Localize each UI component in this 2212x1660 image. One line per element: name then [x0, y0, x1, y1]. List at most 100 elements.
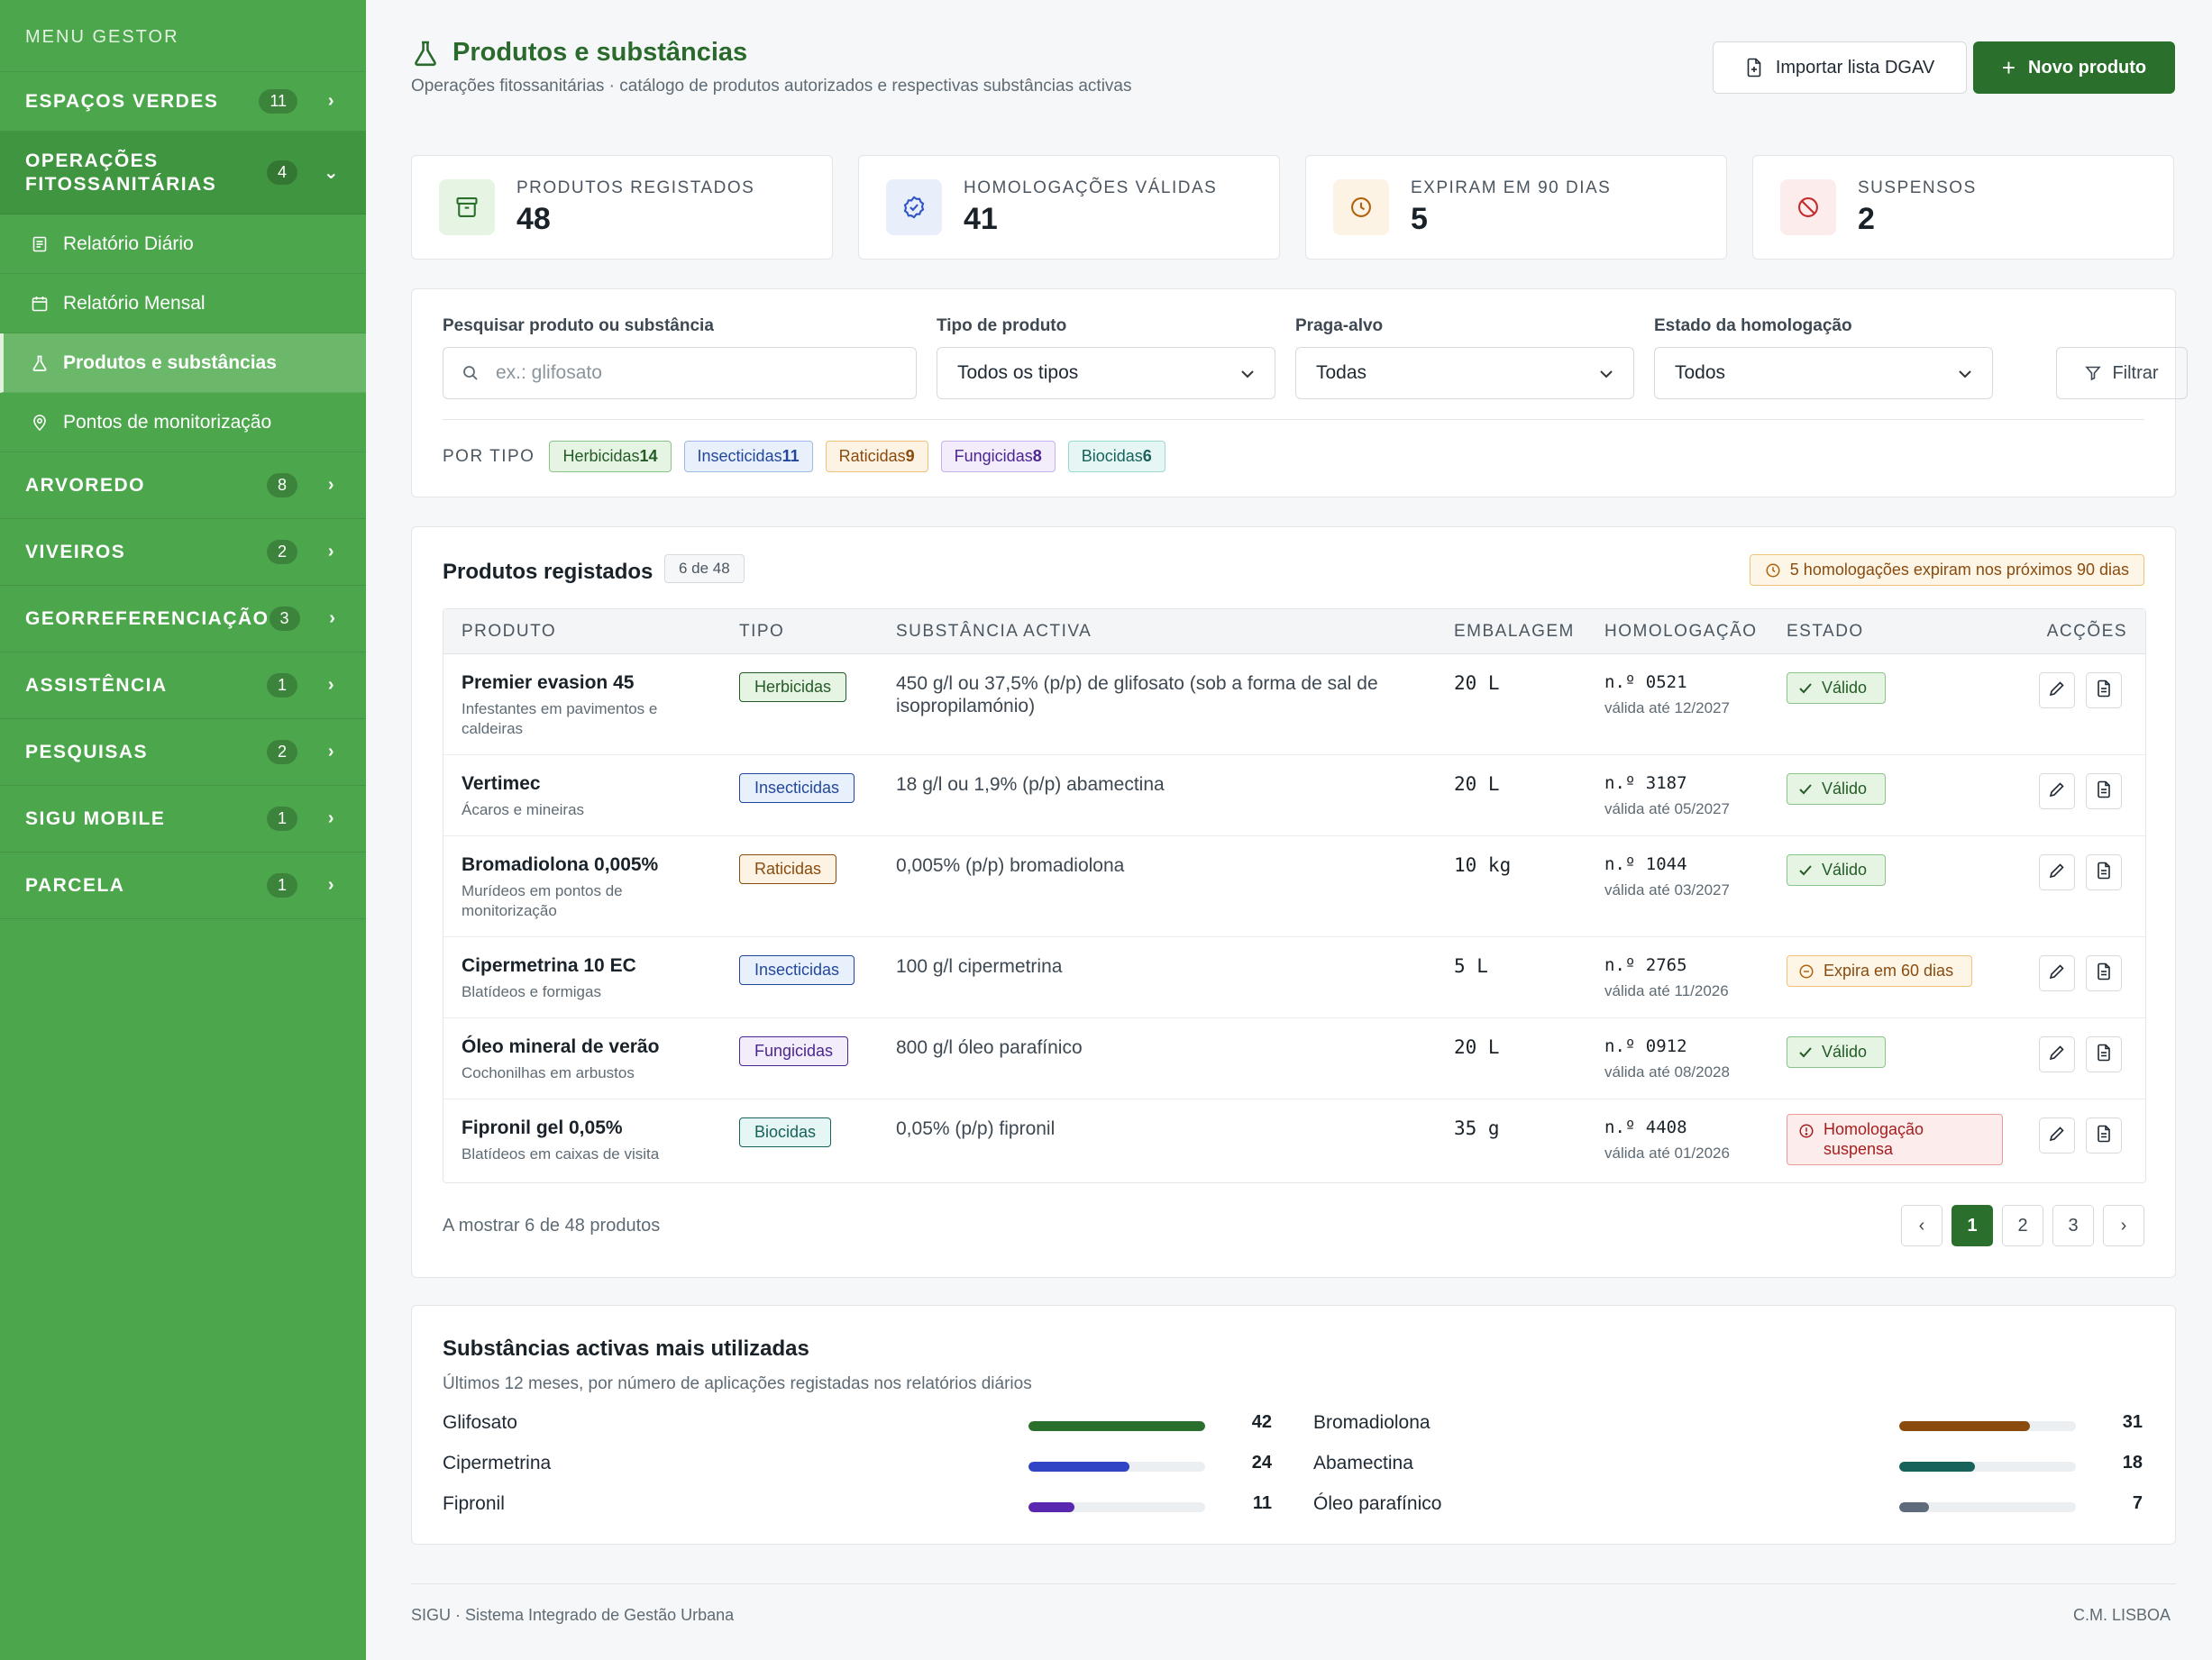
type-tag: Insecticidas: [739, 955, 855, 985]
table-row: Cipermetrina 10 EC Blatídeos e formigas …: [443, 937, 2145, 1018]
sidebar-header: MENU GESTOR: [0, 0, 366, 72]
pest-filter-label: Praga-alvo: [1295, 316, 1384, 335]
check-icon: [1798, 783, 1813, 796]
edit-button[interactable]: [2039, 955, 2075, 991]
document-button[interactable]: [2086, 854, 2122, 890]
sidebar-item-sigu-mobile[interactable]: SIGU MOBILE 1 ›: [0, 786, 366, 853]
substance-row: Glifosato 42: [443, 1407, 1272, 1443]
substance-value: 11: [1252, 1493, 1272, 1513]
chip-label: Fungicidas: [954, 447, 1033, 465]
chip-count: 14: [639, 447, 658, 465]
expiry-alert-badge: 5 homologações expiram nos próximos 90 d…: [1749, 554, 2144, 586]
filter-button[interactable]: Filtrar: [2056, 347, 2188, 399]
sidebar-subitem-produtos-substancias[interactable]: Produtos e substâncias: [0, 333, 366, 393]
sidebar: MENU GESTOR ESPAÇOS VERDES 11 › OPERAÇÕE…: [0, 0, 366, 1660]
chip-insecticidas[interactable]: Insecticidas11: [683, 441, 813, 472]
document-button[interactable]: [2086, 672, 2122, 708]
chevron-down-icon: [1240, 364, 1255, 383]
sidebar-item-operacoes-fitossanitarias[interactable]: OPERAÇÕES FITOSSANITÁRIAS 4 ⌄: [0, 132, 366, 214]
page-subtitle: Operações fitossanitárias · catálogo de …: [411, 77, 1132, 96]
edit-button[interactable]: [2039, 672, 2075, 708]
kpi-card-produtos: PRODUTOS REGISTADOS 48: [411, 155, 833, 260]
sidebar-subitem-relatorio-diario[interactable]: Relatório Diário: [0, 214, 366, 274]
sidebar-item-espacos-verdes[interactable]: ESPAÇOS VERDES 11 ›: [0, 72, 366, 132]
document-icon: [2096, 862, 2112, 884]
edit-button[interactable]: [2039, 773, 2075, 809]
col-header-embalagem: EMBALAGEM: [1454, 622, 1575, 641]
status-text: Válido: [1822, 679, 1868, 697]
chip-raticidas[interactable]: Raticidas9: [825, 441, 928, 472]
substances-title: Substâncias activas mais utilizadas: [443, 1336, 809, 1361]
product-desc: Ácaros e mineiras: [462, 801, 585, 818]
filter-button-label: Filtrar: [2112, 362, 2159, 383]
document-button[interactable]: [2086, 955, 2122, 991]
sidebar-item-assistencia[interactable]: ASSISTÊNCIA 1 ›: [0, 652, 366, 719]
sidebar-item-georreferenciacao[interactable]: GEORREFERENCIAÇÃO 3 ›: [0, 586, 366, 652]
pagination-page-1[interactable]: 1: [1951, 1205, 1993, 1246]
product-name: Óleo mineral de verão: [462, 1036, 660, 1057]
chip-herbicidas[interactable]: Herbicidas14: [549, 441, 672, 472]
homologation-number: n.º 0521: [1604, 672, 1687, 692]
pagination-next[interactable]: ›: [2103, 1205, 2144, 1246]
pagination-page-2[interactable]: 2: [2002, 1205, 2043, 1246]
document-button[interactable]: [2086, 1117, 2122, 1154]
expiry-alert-text: 5 homologações expiram nos próximos 90 d…: [1789, 561, 2129, 579]
divider: [443, 419, 2144, 420]
chip-label: Biocidas: [1081, 447, 1143, 465]
col-header-estado: ESTADO: [1787, 622, 1864, 641]
calendar-icon: [29, 293, 50, 315]
clock-icon: [1765, 562, 1781, 579]
chip-label: Raticidas: [838, 447, 906, 465]
sidebar-subitem-label: Relatório Mensal: [63, 292, 206, 314]
page-header: Produtos e substâncias Operações fitossa…: [411, 38, 1131, 96]
sidebar-count-badge: 11: [259, 89, 297, 114]
document-button[interactable]: [2086, 1036, 2122, 1072]
status-text: Válido: [1822, 861, 1868, 879]
sidebar-item-label: ARVOREDO: [25, 474, 145, 496]
new-product-button[interactable]: + Novo produto: [1973, 41, 2175, 94]
sidebar-item-arvoredo[interactable]: ARVOREDO 8 ›: [0, 452, 366, 519]
sidebar-item-viveiros[interactable]: VIVEIROS 2 ›: [0, 519, 366, 586]
kpi-value: 5: [1411, 201, 1428, 236]
edit-button[interactable]: [2039, 1117, 2075, 1154]
pest-select-value: Todas: [1316, 362, 1367, 383]
plus-icon: +: [2001, 53, 2016, 81]
type-select[interactable]: Todos os tipos: [937, 347, 1275, 399]
sidebar-subitem-pontos-monitorizacao[interactable]: Pontos de monitorização: [0, 393, 366, 452]
pagination-page-3[interactable]: 3: [2052, 1205, 2094, 1246]
substance-bar: [1028, 1421, 1205, 1431]
substance-name: Bromadiolona: [1313, 1412, 1430, 1433]
edit-button[interactable]: [2039, 1036, 2075, 1072]
sidebar-item-parcela[interactable]: PARCELA 1 ›: [0, 853, 366, 919]
alert-circle-icon: [1798, 1123, 1814, 1139]
sidebar-count-badge: 1: [266, 873, 297, 898]
chip-fungicidas[interactable]: Fungicidas8: [940, 441, 1056, 472]
substance-bar: [1899, 1462, 1975, 1472]
sidebar-subitem-relatorio-mensal[interactable]: Relatório Mensal: [0, 274, 366, 333]
type-tag: Biocidas: [739, 1117, 832, 1147]
product-name: Vertimec: [462, 773, 541, 794]
sidebar-item-label: ESPAÇOS VERDES: [25, 90, 219, 112]
status-select[interactable]: Todos: [1654, 347, 1993, 399]
filters-panel: Pesquisar produto ou substância ex.: gli…: [411, 288, 2188, 497]
type-filter-label: Tipo de produto: [937, 316, 1067, 335]
pencil-icon: [2049, 1126, 2065, 1146]
type-chips: POR TIPO Herbicidas14 Insecticidas11 Rat…: [443, 441, 1178, 472]
footer-org-name: C.M. LISBOA: [2072, 1606, 2171, 1624]
import-dgav-button[interactable]: Importar lista DGAV: [1713, 41, 1967, 94]
kpi-value: 41: [964, 201, 998, 236]
edit-button[interactable]: [2039, 854, 2075, 890]
table-row: Premier evasion 45 Infestantes em pavime…: [443, 654, 2145, 755]
footer-system-name: SIGU · Sistema Integrado de Gestão Urban…: [411, 1606, 735, 1624]
sidebar-item-pesquisas[interactable]: PESQUISAS 2 ›: [0, 719, 366, 786]
table-count-badge: 6 de 48: [664, 554, 745, 583]
package-text: 10 kg: [1454, 854, 1512, 876]
pagination-prev[interactable]: ‹: [1901, 1205, 1942, 1246]
search-input[interactable]: ex.: glifosato: [443, 347, 917, 399]
sidebar-subitem-label: Pontos de monitorização: [63, 411, 272, 433]
document-button[interactable]: [2086, 773, 2122, 809]
chevron-right-icon: ›: [327, 742, 336, 762]
pest-select[interactable]: Todas: [1295, 347, 1634, 399]
col-header-produto: PRODUTO: [462, 622, 557, 641]
chip-biocidas[interactable]: Biocidas6: [1067, 441, 1165, 472]
